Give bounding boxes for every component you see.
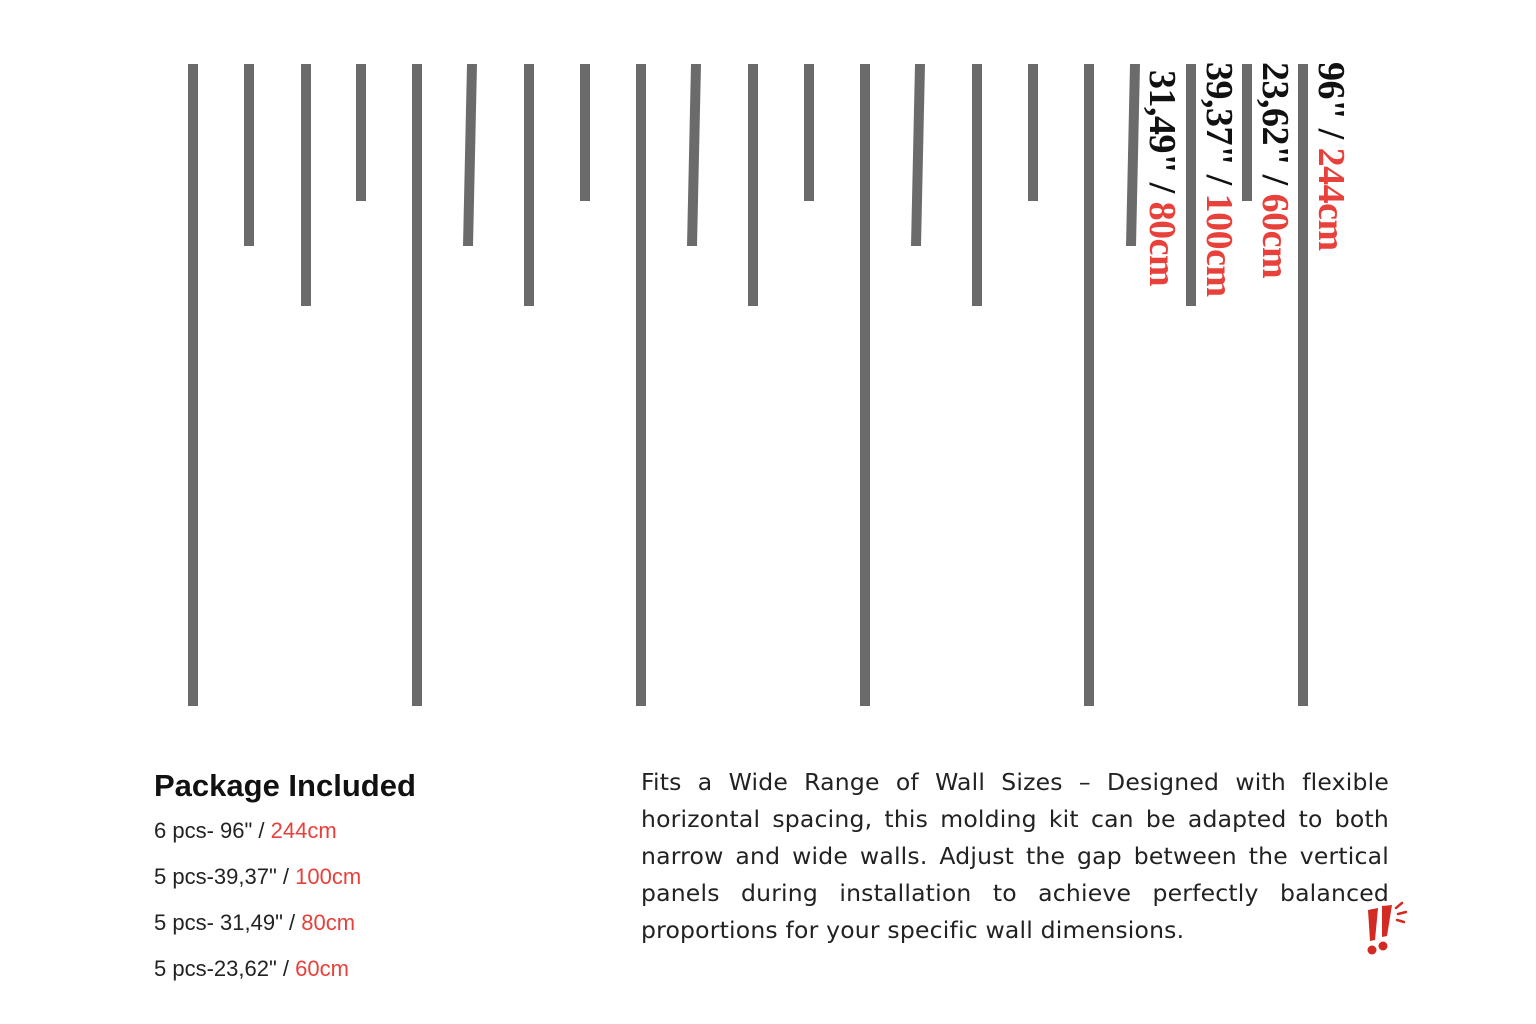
package-row-quantity: 5 pcs-39,37" / [154,864,296,889]
strip-80cm [972,64,982,306]
strip-244cm [188,64,198,706]
strip-244cm [1298,64,1308,706]
strip-60cm [244,64,254,246]
strip-60cm [1028,64,1038,201]
package-included-section: Package Included 6 pcs- 96" / 244cm 5 pc… [154,766,574,1000]
strip-80cm [748,64,758,306]
dimension-label-100cm: 39,37" / 100cm [1198,62,1240,297]
strip-244cm [1084,64,1094,706]
dimension-label-separator: / [1254,165,1296,194]
strip-80cm [1126,64,1140,246]
strip-244cm [412,64,422,706]
dimension-label-inches: 31,49" [1141,70,1183,174]
dimension-label-cm: 80cm [1141,201,1183,287]
package-row: 6 pcs- 96" / 244cm [154,816,574,862]
dimension-label-inches: 23,62" [1254,62,1296,166]
package-title: Package Included [154,768,416,803]
dimension-label-inches: 96" [1310,62,1352,120]
strip-80cm [301,64,311,306]
strip-100cm [687,64,701,246]
dimension-label-60cm: 23,62" / 60cm [1254,62,1296,279]
dimension-label-separator: / [1310,119,1352,148]
strip-60cm [356,64,366,201]
package-row: 5 pcs- 31,49" / 80cm [154,908,574,954]
strip-100cm [463,64,477,246]
dimension-label-inches: 39,37" [1198,62,1240,166]
dimension-label-cm: 60cm [1254,193,1296,279]
dimension-label-separator: / [1198,165,1240,194]
strip-group [188,64,1308,706]
package-row-quantity: 5 pcs-23,62" / [154,956,296,981]
double-exclamation-icon [1367,901,1408,955]
strip-100cm [1186,64,1196,306]
dimension-label-cm: 244cm [1310,147,1352,251]
strip-60cm [1242,64,1252,201]
dimension-label-244cm: 96" / 244cm [1310,62,1352,251]
package-row-cm: 60cm [295,956,349,981]
strip-60cm [804,64,814,201]
package-row: 5 pcs-39,37" / 100cm [154,862,574,908]
description-text: Fits a Wide Range of Wall Sizes – Design… [641,768,1389,944]
strip-60cm [580,64,590,201]
strip-244cm [636,64,646,706]
dimension-label-80cm: 31,49" / 80cm [1141,70,1183,287]
dimension-label-separator: / [1141,173,1183,202]
package-row-quantity: 5 pcs- 31,49" / [154,910,302,935]
strip-100cm [911,64,925,246]
package-row-quantity: 6 pcs- 96" / [154,818,271,843]
strip-80cm [524,64,534,306]
package-row-cm: 244cm [270,818,337,843]
dimension-label-cm: 100cm [1198,193,1240,297]
package-row-cm: 80cm [301,910,356,935]
package-row: 5 pcs-23,62" / 60cm [154,954,574,1000]
strip-244cm [860,64,870,706]
package-row-cm: 100cm [295,864,362,889]
